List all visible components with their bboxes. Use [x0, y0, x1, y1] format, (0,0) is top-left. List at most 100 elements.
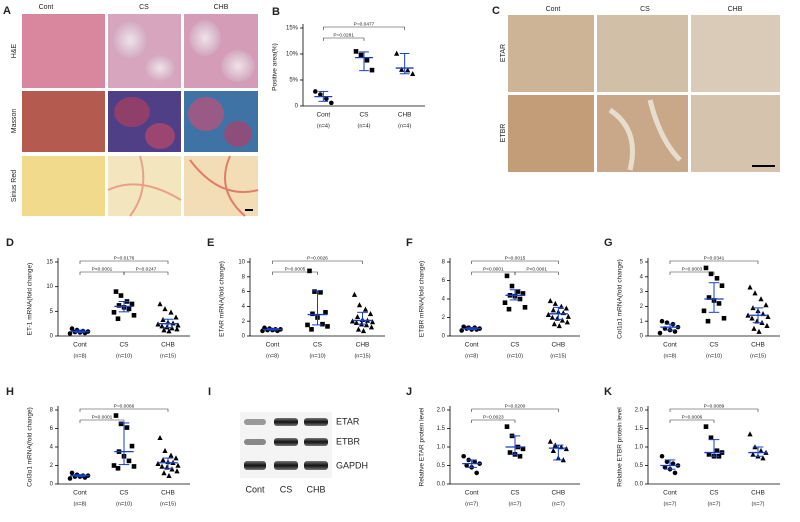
y-tick-label: 6 [442, 278, 446, 284]
point [461, 453, 466, 459]
point [763, 302, 769, 308]
n-label: (n=15) [160, 353, 176, 359]
point [472, 459, 477, 465]
p-value: P=0.0247 [136, 266, 157, 272]
n-label: (n=4) [358, 123, 371, 129]
p-value: P<0.0001 [483, 266, 504, 272]
point [174, 326, 180, 332]
point [355, 326, 362, 332]
panel-label: K [604, 386, 612, 398]
significance-bracket [79, 419, 125, 423]
x-tick-label: CHB [551, 490, 565, 497]
micrograph [597, 95, 688, 172]
lane-label: CS [280, 484, 293, 494]
panel-a: A Cont CS CHB H&E Masson Sirius Red [3, 4, 259, 217]
point [169, 466, 175, 472]
point [749, 315, 755, 321]
band [244, 461, 266, 470]
point [124, 425, 130, 430]
point [747, 284, 753, 290]
lane-label: Cont [245, 484, 265, 494]
point [556, 323, 562, 329]
point [405, 67, 411, 73]
x-tick-label: Cont [73, 342, 87, 349]
point [474, 470, 479, 476]
point [459, 328, 464, 333]
y-tick-label: 3 [640, 289, 644, 295]
panel-label: A [3, 5, 11, 17]
panel-label: I [208, 386, 211, 398]
significance-bracket [323, 26, 405, 30]
point [162, 447, 168, 453]
point [126, 306, 132, 312]
y-tick-label: 0 [295, 104, 299, 110]
y-tick-label: 0.0 [635, 482, 644, 488]
point [507, 450, 513, 455]
point [173, 314, 179, 320]
n-label: (n=10) [706, 353, 722, 359]
y-axis-label: Relative ETAR protein level [419, 407, 426, 487]
point [155, 460, 161, 466]
point [751, 325, 757, 331]
band [304, 418, 328, 426]
p-value: P<0.0001 [526, 266, 547, 272]
band-label: ETBR [336, 436, 361, 446]
point [111, 310, 117, 315]
point [126, 458, 132, 464]
micrograph [22, 14, 105, 88]
n-label: (n=15) [354, 353, 370, 359]
point [318, 92, 323, 97]
y-tick-label: 1.5 [437, 426, 446, 432]
point [545, 311, 551, 318]
micrograph [22, 91, 105, 152]
n-label: (n=7) [664, 501, 677, 507]
column-label: Cont [546, 6, 561, 13]
x-tick-label: CS [119, 490, 129, 497]
x-tick-label: CS [510, 342, 520, 349]
significance-bracket [123, 271, 169, 275]
point [659, 318, 665, 324]
point [356, 302, 363, 308]
point [320, 321, 325, 327]
y-axis-label: Relative ETBR protein level [617, 407, 624, 487]
point [351, 291, 358, 297]
y-tick-label: 2.0 [437, 408, 446, 414]
y-tick-label: 1.5 [635, 426, 644, 432]
y-tick-label: 0 [242, 334, 246, 340]
significance-bracket [272, 260, 363, 264]
panel-label: C [492, 5, 500, 17]
point [157, 301, 163, 307]
panel-label: F [406, 237, 413, 249]
point [716, 301, 722, 306]
band [274, 461, 298, 470]
n-label: (n=8) [664, 353, 677, 359]
point [173, 455, 179, 461]
point [664, 459, 670, 465]
n-label: (n=10) [507, 353, 523, 359]
point [714, 448, 720, 453]
point [115, 316, 121, 322]
point [131, 312, 137, 318]
point [307, 268, 312, 274]
y-tick-label: 5 [640, 260, 644, 266]
point [765, 313, 771, 320]
point [168, 452, 174, 458]
y-tick-label: 15 [46, 260, 53, 266]
y-tick-label: 10 [46, 284, 53, 290]
significance-bracket [514, 271, 559, 275]
y-tick-label: 2 [640, 304, 644, 310]
point [509, 283, 515, 289]
point [160, 457, 166, 463]
y-tick-label: 10 [238, 260, 245, 266]
point [358, 52, 364, 58]
point [369, 319, 376, 325]
y-axis-label: Col1α1 mRNA(fold change) [617, 259, 624, 339]
significance-bracket [471, 260, 559, 264]
x-tick-label: CHB [161, 490, 175, 497]
significance-bracket [272, 271, 318, 275]
point [502, 300, 508, 305]
point [708, 271, 714, 277]
point [69, 470, 75, 476]
y-axis-label: ETBR mRNA(fold change) [419, 261, 426, 337]
